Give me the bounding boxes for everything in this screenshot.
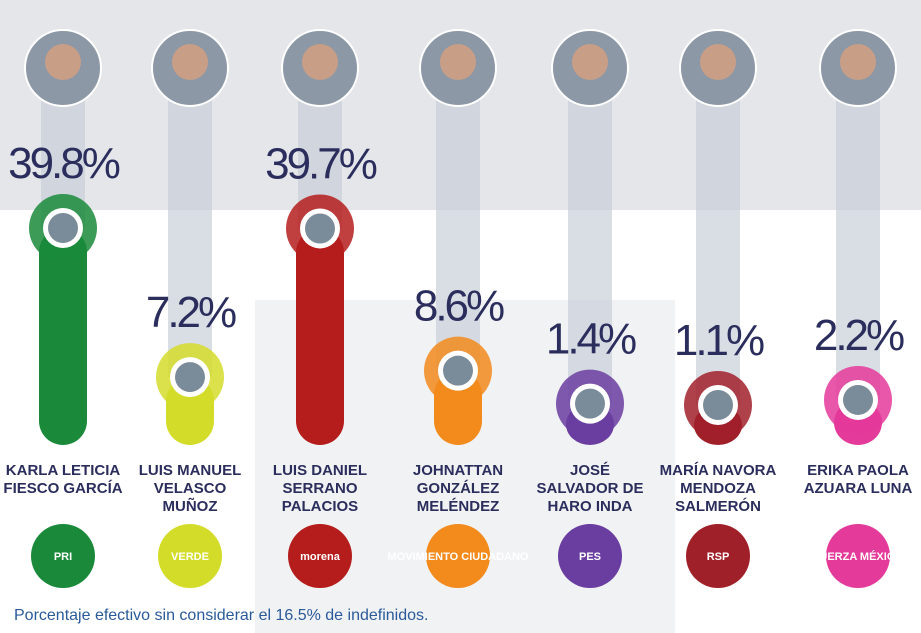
party-name: PRI: [54, 551, 72, 563]
photo-face: [45, 44, 81, 80]
candidate-name: LUIS MANUEL VELASCO MUÑOZ: [139, 462, 242, 515]
photo-face: [440, 44, 476, 80]
party-logo: [826, 524, 890, 588]
photo-face: [302, 44, 338, 80]
candidate-name: MARÍA NAVORA MENDOZA SALMERÓN: [660, 462, 777, 515]
party-logo: [158, 524, 222, 588]
footnote: Porcentaje efectivo sin considerar el 16…: [14, 607, 428, 624]
photo-face: [840, 44, 876, 80]
photo-stem: [168, 70, 212, 378]
party-name: FUERZA MÉXICO: [813, 550, 904, 563]
party-logo: [426, 524, 490, 588]
party-name: RSP: [707, 551, 730, 563]
value-label: 7.2%: [146, 288, 236, 337]
bar-cap-dot: [843, 384, 873, 415]
bar: [296, 228, 344, 445]
value-label: 1.1%: [674, 316, 764, 365]
candidate-name: LUIS DANIEL SERRANO PALACIOS: [273, 462, 367, 515]
bar-cap-dot: [48, 213, 78, 243]
value-label: 2.2%: [814, 311, 904, 360]
value-label: 39.8%: [8, 139, 120, 188]
photo-stem: [836, 70, 880, 400]
candidate-name: JOHNATTAN GONZÁLEZ MELÉNDEZ: [413, 462, 503, 515]
candidate-name: KARLA LETICIA FIESCO GARCÍA: [3, 462, 122, 497]
value-label: 8.6%: [414, 282, 504, 331]
photo-stem: [436, 70, 480, 371]
value-label: 39.7%: [265, 139, 377, 188]
bar: [39, 228, 87, 445]
bar-cap-dot: [175, 362, 205, 393]
party-logo: [686, 524, 750, 588]
bar-cap-dot: [443, 355, 473, 386]
party-name: morena: [300, 551, 341, 563]
candidate-name: JOSÉ SALVADOR DE HARO INDA: [537, 462, 644, 515]
bar-cap-dot: [703, 389, 733, 420]
photo-stem: [696, 70, 740, 405]
party-logo: [288, 524, 352, 588]
photo-face: [172, 44, 208, 80]
value-label: 1.4%: [546, 315, 636, 364]
party-logo: [31, 524, 95, 588]
party-name: MOVIMIENTO CIUDADANO: [388, 551, 529, 563]
photo-face: [700, 44, 736, 80]
photo-face: [572, 44, 608, 80]
bar-cap-dot: [575, 388, 605, 419]
candidate-name: ERIKA PAOLA AZUARA LUNA: [804, 462, 913, 497]
party-name: VERDE: [171, 551, 209, 563]
party-name: PES: [579, 551, 601, 563]
bar-cap-dot: [305, 213, 335, 244]
photo-stem: [568, 70, 612, 404]
party-logo: [558, 524, 622, 588]
